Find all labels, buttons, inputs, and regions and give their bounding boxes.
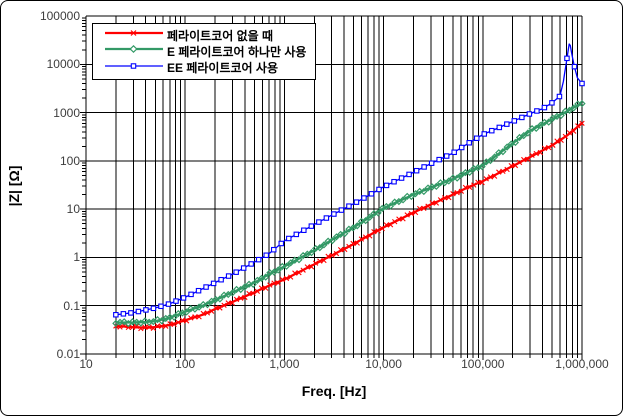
legend-item-ee-core: EE 페라이트코어 사용 bbox=[103, 60, 315, 75]
legend-item-e-core: E 페라이트코어 하나만 사용 bbox=[103, 44, 315, 59]
x-tick-label: 10 bbox=[79, 357, 93, 371]
x-tick-label: 1,000,000 bbox=[555, 357, 609, 371]
blue-square-line-icon bbox=[103, 59, 165, 77]
red-x-line-icon bbox=[103, 26, 165, 44]
y-axis-title: |Z| [Ω] bbox=[6, 165, 22, 207]
x-tick-label: 10,000 bbox=[365, 357, 402, 371]
legend: 페라이트코어 없을 때 E 페라이트코어 하나만 사용 EE 페라이트코어 사용 bbox=[92, 23, 316, 80]
x-tick-label: 100 bbox=[175, 357, 196, 371]
y-tick-label: 1 bbox=[73, 250, 80, 265]
y-tick-label: 10000 bbox=[46, 57, 80, 72]
x-axis-title: Freq. [Hz] bbox=[301, 383, 367, 399]
y-tick-label: 1000 bbox=[53, 105, 80, 120]
legend-label: 페라이트코어 없을 때 bbox=[167, 28, 274, 43]
y-tick-label: 10 bbox=[66, 202, 80, 217]
y-tick-label: 100000 bbox=[39, 9, 80, 23]
y-tick-label: 100 bbox=[59, 153, 80, 168]
legend-label: EE 페라이트코어 사용 bbox=[167, 61, 278, 76]
x-tick-label: 100,000 bbox=[461, 357, 505, 371]
x-tick-label: 1,000 bbox=[269, 357, 300, 371]
y-tick-label: 0.1 bbox=[63, 298, 80, 313]
legend-item-no-core: 페라이트코어 없을 때 bbox=[103, 28, 315, 43]
legend-label: E 페라이트코어 하나만 사용 bbox=[167, 44, 307, 59]
green-diamond-line-icon bbox=[103, 42, 165, 60]
y-tick-label: 0.01 bbox=[56, 347, 80, 361]
